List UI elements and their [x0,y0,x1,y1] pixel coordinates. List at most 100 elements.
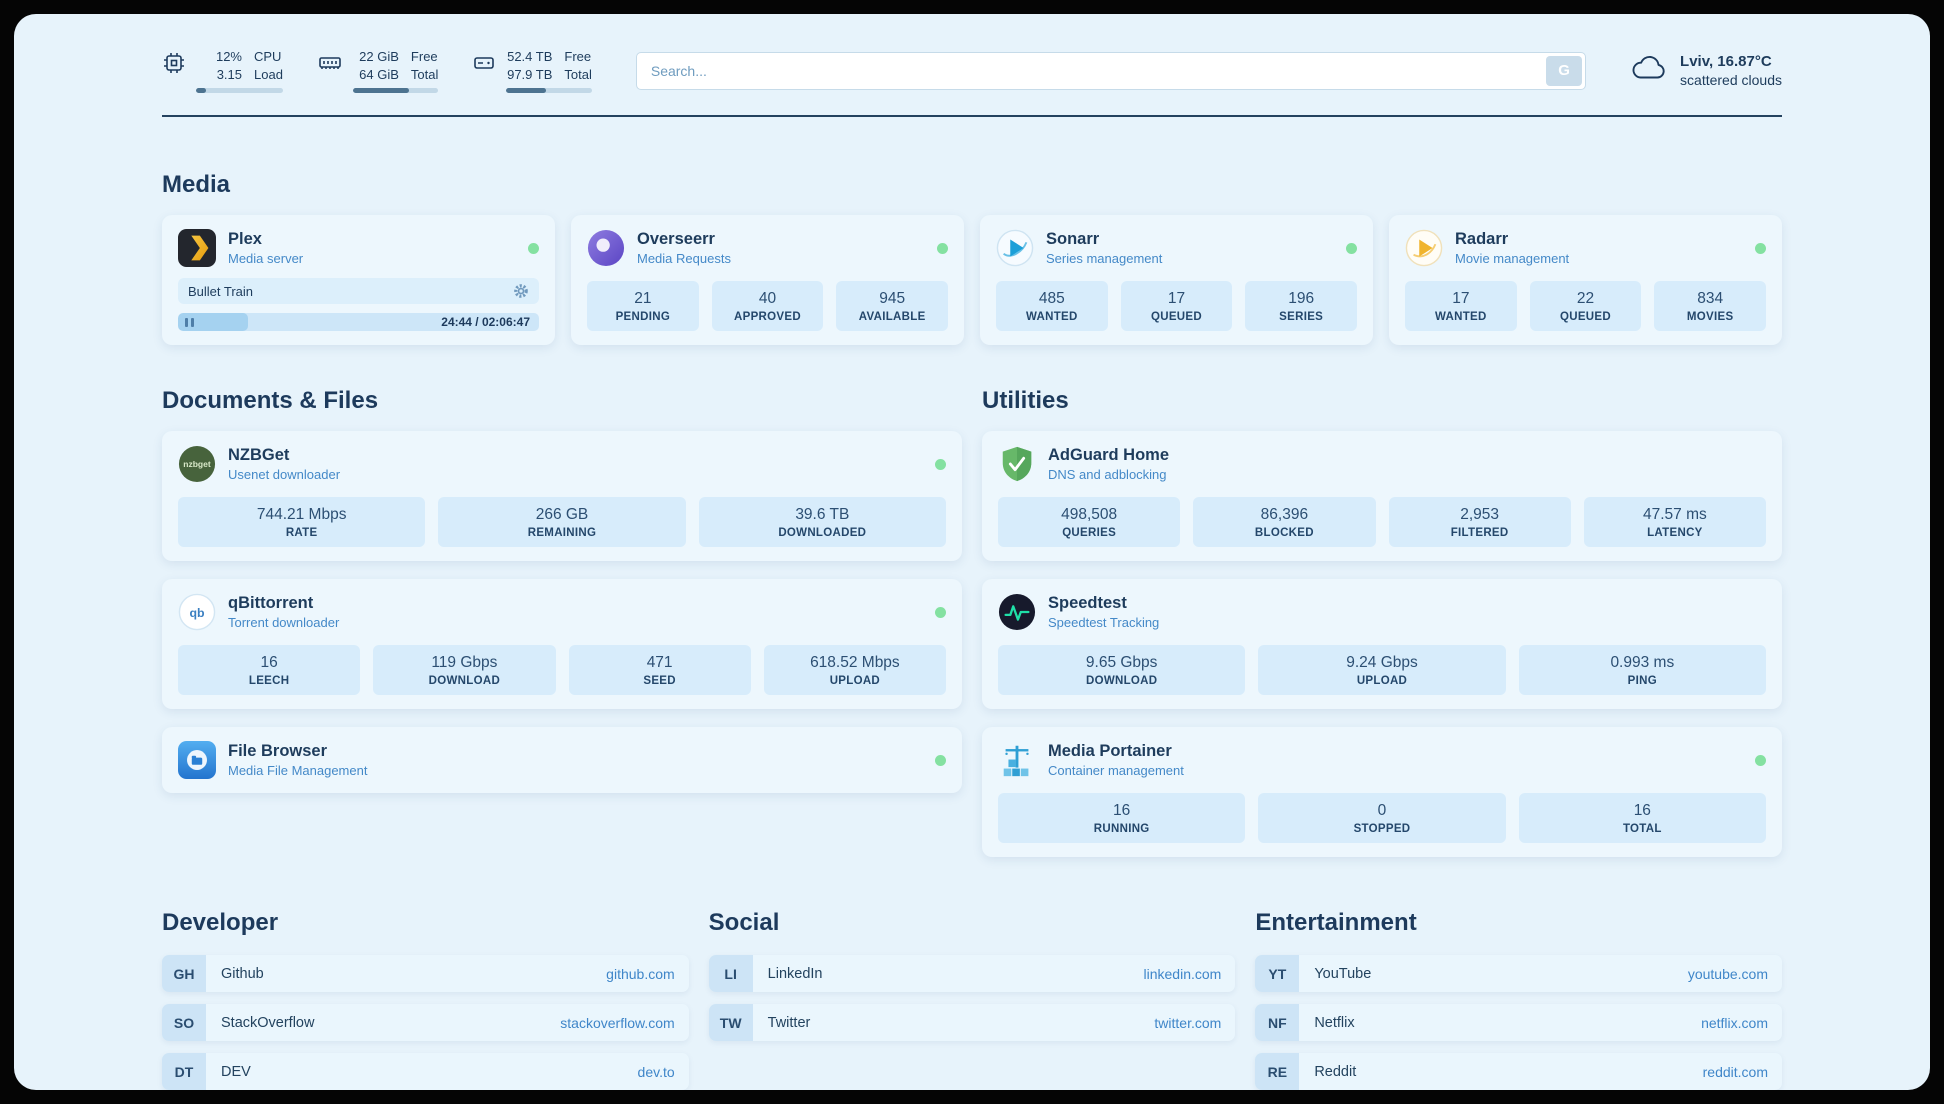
stat-box: 40 APPROVED [711,281,824,332]
overseerr-icon[interactable] [587,229,625,267]
stat-value: 266 GB [535,506,589,524]
link-url: reddit.com [1702,1063,1768,1080]
weather-location: Lviv, 16.87°C [1680,53,1772,71]
ram-free-value: 22 GiB [359,49,399,64]
developer-link-list: GH Github github.com SO StackOverflow st… [162,955,689,1090]
stat-value: 17 [1452,290,1470,308]
plex-icon[interactable] [178,229,216,268]
stat-box: 16 TOTAL [1518,793,1766,844]
documents-column: Documents & Files nzbget NZBGet Usenet d… [162,387,962,811]
speedtest-icon[interactable] [998,593,1036,631]
stat-value: 39.6 TB [795,506,850,524]
stat-value: 618.52 Mbps [810,654,900,672]
link-abbr-badge: YT [1255,955,1300,993]
social-link-list: LI LinkedIn linkedin.com TW Twitter twit… [708,955,1236,1042]
link-item[interactable]: RE Reddit reddit.com [1255,1053,1782,1090]
stat-label: RUNNING [1093,823,1150,836]
stat-box: 485 WANTED [996,281,1108,332]
cpu-progress-bar [196,88,283,94]
filebrowser-icon[interactable] [178,741,216,780]
app-name[interactable]: AdGuard Home [1048,446,1170,465]
entertainment-links-column: Entertainment YT YouTube youtube.com NF … [1255,909,1782,1090]
developer-links-column: Developer GH Github github.com SO StackO… [162,909,689,1090]
stat-label: QUEUED [1559,311,1611,324]
link-item[interactable]: DT DEV dev.to [162,1053,689,1090]
stat-box: 21 PENDING [587,281,699,332]
app-name[interactable]: Plex [228,230,262,249]
stat-box: 17 WANTED [1405,281,1517,332]
app-name[interactable]: Radarr [1455,230,1509,249]
link-url: twitter.com [1154,1014,1222,1031]
stat-value: 9.24 Gbps [1346,654,1418,672]
nzbget-card[interactable]: nzbget NZBGet Usenet downloader 744.21 M… [162,431,962,562]
link-name: YouTube [1314,965,1372,982]
link-item[interactable]: LI LinkedIn linkedin.com [708,955,1236,993]
stat-label: DOWNLOADED [778,527,867,540]
speedtest-card[interactable]: Speedtest Speedtest Tracking 9.65 Gbps D… [982,579,1782,710]
stat-value: 0 [1377,802,1387,820]
link-item[interactable]: GH Github github.com [162,955,689,993]
link-item[interactable]: TW Twitter twitter.com [708,1004,1236,1042]
stat-value: 22 [1576,290,1595,308]
qbittorrent-icon[interactable]: qb [178,593,216,631]
stat-label: UPLOAD [829,675,881,688]
app-name[interactable]: NZBGet [228,446,290,465]
plex-card[interactable]: Plex Media server Bullet Train [162,215,555,346]
search-bar: G [635,51,1587,90]
header-divider [162,115,1782,118]
search-engine-button[interactable]: G [1546,55,1583,86]
link-name: DEV [221,1063,251,1080]
portainer-crane-icon[interactable] [998,741,1036,779]
sonarr-card[interactable]: Sonarr Series management 485 WANTED 17 Q… [980,215,1373,346]
filebrowser-card[interactable]: File Browser Media File Management [162,727,962,794]
search-input[interactable] [635,51,1587,90]
app-name[interactable]: Sonarr [1046,230,1100,249]
section-title-documents: Documents & Files [162,387,379,415]
top-bar: 12% 3.15 CPU Load [162,48,1782,94]
app-subtitle: DNS and adblocking [1048,467,1167,483]
stat-label: BLOCKED [1254,527,1314,540]
qbittorrent-card[interactable]: qb qBittorrent Torrent downloader 16 LEE… [162,579,962,710]
radarr-icon[interactable] [1405,229,1443,267]
link-name: Twitter [767,1014,811,1031]
adguard-card[interactable]: AdGuard Home DNS and adblocking 498,508 … [982,431,1782,562]
radarr-card[interactable]: Radarr Movie management 17 WANTED 22 QUE… [1389,215,1782,346]
disk-total-label: Total [564,67,592,83]
ram-free-label: Free [410,49,438,64]
status-online-dot [1346,242,1357,254]
stat-value: 744.21 Mbps [256,506,347,524]
link-item[interactable]: NF Netflix netflix.com [1255,1004,1782,1042]
nzbget-icon[interactable]: nzbget [178,445,216,483]
link-item[interactable]: YT YouTube youtube.com [1255,955,1782,993]
link-name: StackOverflow [221,1014,315,1031]
app-subtitle: Media Requests [637,251,731,267]
disk-total-value: 97.9 TB [507,67,553,83]
status-online-dot [528,242,539,254]
cpu-usage-value: 12% [215,49,242,64]
app-name[interactable]: Overseerr [637,230,715,249]
overseerr-card[interactable]: Overseerr Media Requests 21 PENDING 40 A… [571,215,964,346]
section-title-developer: Developer [162,909,279,937]
stat-label: QUEUED [1150,311,1202,324]
app-name[interactable]: Speedtest [1048,594,1127,613]
link-item[interactable]: SO StackOverflow stackoverflow.com [162,1004,689,1042]
playback-progress-bar[interactable]: 24:44 / 02:06:47 [178,313,539,332]
settings-gear-icon[interactable] [513,283,529,299]
app-name[interactable]: File Browser [228,742,328,761]
stat-value: 834 [1697,290,1724,308]
cpu-widget: 12% 3.15 CPU Load [162,48,283,94]
pause-icon[interactable] [185,317,194,327]
stat-value: 16 [1633,802,1651,820]
stats-row: 21 PENDING 40 APPROVED 945 AVAILABLE [587,281,948,332]
sonarr-icon[interactable] [996,229,1034,267]
adguard-shield-icon[interactable] [998,445,1036,483]
app-name[interactable]: qBittorrent [228,594,314,613]
ram-total-value: 64 GiB [359,67,399,83]
app-subtitle: Torrent downloader [228,615,340,631]
stats-row: 16 RUNNING 0 STOPPED 16 TOTAL [998,793,1766,844]
link-url: stackoverflow.com [560,1014,675,1031]
app-name[interactable]: Media Portainer [1048,742,1172,761]
stat-label: AVAILABLE [858,311,926,324]
portainer-card[interactable]: Media Portainer Container management 16 … [982,727,1782,858]
stats-row: 744.21 Mbps RATE 266 GB REMAINING 39.6 T… [178,497,946,548]
